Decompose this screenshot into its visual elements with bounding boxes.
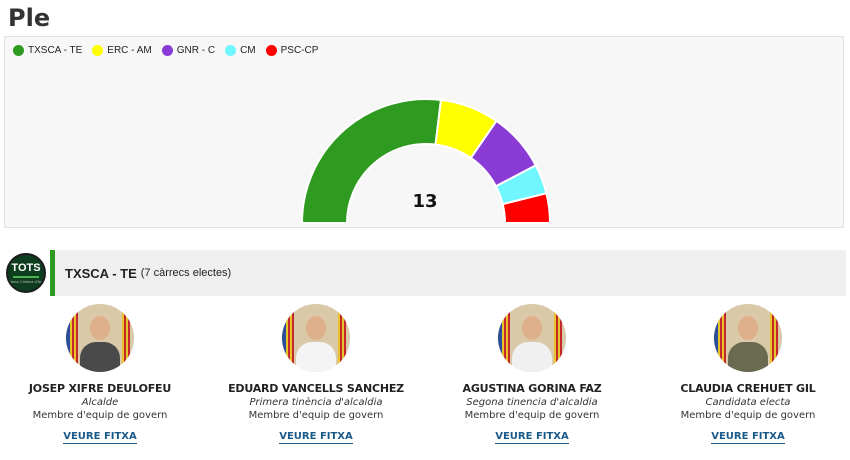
member-avatar: [498, 304, 566, 372]
party-logo: TOTS Santa Cristina d'Aro: [6, 253, 46, 293]
member-team: Membre d'equip de govern: [32, 410, 168, 421]
party-logo-rule: [13, 275, 39, 278]
party-name: TXSCA - TE: [65, 265, 137, 281]
member-card: JOSEP XIFRE DEULOFEU Alcalde Membre d'eq…: [0, 304, 200, 444]
seat-chart-panel: TXSCA - TE ERC - AM GNR - C CM PSC-CP 13: [4, 36, 844, 228]
legend-label: GNR - C: [176, 45, 216, 56]
member-role: Candidata electa: [705, 397, 791, 408]
member-card: AGUSTINA GORINA FAZ Segona tinencia d'al…: [432, 304, 632, 444]
member-name: EDUARD VANCELLS SANCHEZ: [228, 382, 404, 395]
legend-item[interactable]: CM: [225, 45, 256, 56]
member-team: Membre d'equip de govern: [248, 410, 384, 421]
member-avatar: [66, 304, 134, 372]
seat-total: 13: [412, 191, 438, 212]
member-avatar: [714, 304, 782, 372]
legend-item[interactable]: ERC - AM: [92, 45, 152, 56]
member-role: Segona tinencia d'alcaldia: [466, 397, 598, 408]
party-section-header: TOTS Santa Cristina d'Aro TXSCA - TE (7 …: [4, 250, 846, 296]
legend-item[interactable]: TXSCA - TE: [13, 45, 82, 56]
legend-swatch: [265, 45, 277, 56]
legend-label: TXSCA - TE: [28, 45, 83, 56]
view-profile-link[interactable]: VEURE FITXA: [63, 431, 137, 444]
view-profile-link[interactable]: VEURE FITXA: [279, 431, 353, 444]
legend-label: CM: [240, 45, 256, 56]
view-profile-link[interactable]: VEURE FITXA: [711, 431, 785, 444]
seat-chart: [300, 98, 552, 224]
seat-segment-psc-cp[interactable]: [501, 192, 552, 224]
legend-item[interactable]: PSC-CP: [265, 45, 319, 56]
party-logo-subtext: Santa Cristina d'Aro: [8, 278, 44, 284]
member-name: JOSEP XIFRE DEULOFEU: [28, 382, 172, 395]
legend-label: PSC-CP: [280, 45, 319, 56]
member-card: CLAUDIA CREHUET GIL Candidata electa Mem…: [648, 304, 848, 444]
member-team: Membre d'equip de govern: [464, 410, 600, 421]
member-team: Membre d'equip de govern: [680, 410, 816, 421]
member-role: Primera tinència d'alcaldia: [249, 397, 383, 408]
legend-label: ERC - AM: [107, 45, 152, 56]
legend-item[interactable]: GNR - C: [161, 45, 216, 56]
member-card: EDUARD VANCELLS SANCHEZ Primera tinència…: [216, 304, 416, 444]
member-role: Alcalde: [81, 397, 119, 408]
member-avatar: [282, 304, 350, 372]
member-name: AGUSTINA GORINA FAZ: [462, 382, 602, 395]
legend-swatch: [92, 45, 104, 56]
member-name: CLAUDIA CREHUET GIL: [680, 382, 816, 395]
members-list: JOSEP XIFRE DEULOFEU Alcalde Membre d'eq…: [0, 304, 850, 460]
party-seat-count: (7 càrrecs electes): [140, 267, 232, 279]
legend-swatch: [225, 45, 237, 56]
legend-swatch: [161, 45, 173, 56]
party-header: TXSCA - TE (7 càrrecs electes): [50, 250, 846, 296]
party-logo-text: TOTS: [11, 261, 41, 274]
view-profile-link[interactable]: VEURE FITXA: [495, 431, 569, 444]
legend-swatch: [13, 45, 24, 56]
chart-legend: TXSCA - TE ERC - AM GNR - C CM PSC-CP: [13, 45, 318, 56]
page-title: Ple: [8, 4, 51, 32]
